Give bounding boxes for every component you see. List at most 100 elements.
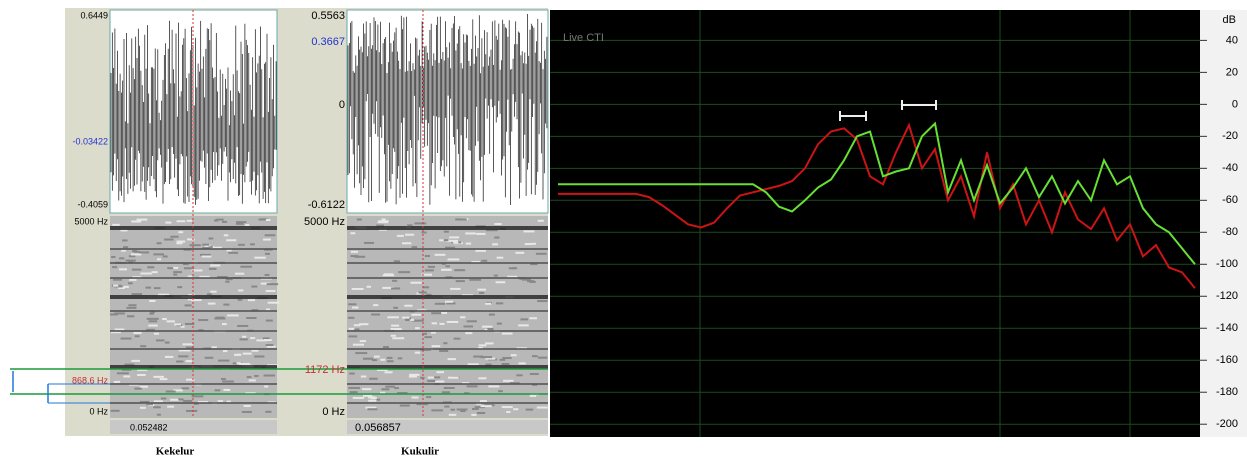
spectrogram-speckle xyxy=(518,362,525,364)
formant-band xyxy=(347,310,548,312)
frequency-label: 5000 Hz xyxy=(304,216,345,228)
spectrogram-speckle xyxy=(415,352,420,354)
spectrogram-speckle xyxy=(209,268,217,270)
spectrogram-speckle xyxy=(428,377,434,379)
spectrogram-speckle xyxy=(537,300,547,302)
spectrogram-speckle xyxy=(349,373,355,375)
spectrogram-speckle xyxy=(114,381,120,383)
spectrogram-speckle xyxy=(422,231,427,233)
spectrogram-speckle xyxy=(153,253,164,255)
spectrogram-speckle xyxy=(259,218,266,220)
time-label: 0.052482 xyxy=(130,422,168,432)
spectrogram-speckle xyxy=(433,376,440,378)
amplitude-label: 0 xyxy=(339,99,345,111)
spectrogram-speckle xyxy=(183,400,192,402)
spectrogram-speckle xyxy=(157,242,162,244)
spectrogram-speckle xyxy=(442,391,450,393)
spectrogram-speckle xyxy=(176,361,183,363)
y-tick-label: -40 xyxy=(1222,162,1238,174)
spectrogram-speckle xyxy=(382,219,386,221)
spectrogram-speckle xyxy=(482,326,492,328)
spectrogram-speckle xyxy=(112,224,119,226)
spectrogram-speckle xyxy=(132,293,142,295)
spectrogram-speckle xyxy=(502,333,513,335)
spectrogram-speckle xyxy=(264,339,272,341)
spectrogram-speckle xyxy=(472,408,479,410)
spectrogram-speckle xyxy=(480,356,492,358)
spectrogram-speckle xyxy=(266,290,276,292)
spectrogram-speckle xyxy=(456,280,465,282)
spectrogram-speckle xyxy=(436,371,444,373)
formant-band xyxy=(347,348,548,350)
spectrogram-speckle xyxy=(360,340,366,342)
amplitude-label: 0.5563 xyxy=(311,10,345,22)
spectrogram-speckle xyxy=(225,281,229,283)
spectrogram-speckle xyxy=(444,239,449,241)
spectrogram-speckle xyxy=(243,353,252,355)
spectrogram-speckle xyxy=(480,400,487,402)
spectrogram-speckle xyxy=(178,355,188,357)
spectrogram-speckle xyxy=(431,409,443,411)
spectrogram-speckle xyxy=(222,381,234,383)
spectrogram-speckle xyxy=(165,342,170,344)
spectrogram-speckle xyxy=(538,220,544,222)
amplitude-label: 0.6449 xyxy=(80,10,108,20)
spectrogram-speckle xyxy=(383,346,389,348)
spectrogram-speckle xyxy=(372,359,377,361)
spectrogram-speckle xyxy=(178,231,183,233)
spectrogram-speckle xyxy=(444,231,449,233)
spectrogram-speckle xyxy=(348,317,354,319)
spectrogram-speckle xyxy=(209,237,214,239)
spectrogram-speckle xyxy=(394,387,399,389)
amplitude-label: -0.03422 xyxy=(72,136,108,146)
spectrogram-speckle xyxy=(215,317,224,319)
spectrogram-speckle xyxy=(247,376,252,378)
spectrogram-speckle xyxy=(222,323,227,325)
spectrogram-speckle xyxy=(537,407,548,409)
spectrogram-speckle xyxy=(133,332,141,334)
formant-band xyxy=(347,295,548,299)
spectrogram-speckle xyxy=(113,285,118,287)
spectrogram-speckle xyxy=(454,338,461,340)
spectrogram-speckle xyxy=(237,362,241,364)
spectrogram-speckle xyxy=(129,279,136,281)
spectrogram-speckle xyxy=(392,280,397,282)
spectrogram-speckle xyxy=(450,288,460,290)
spectrogram-speckle xyxy=(481,260,487,262)
spectrogram-speckle xyxy=(139,251,149,253)
spectrogram-speckle xyxy=(137,219,148,221)
spectrogram-speckle xyxy=(520,318,528,320)
spectrogram-speckle xyxy=(448,377,459,379)
spectrogram-speckle xyxy=(166,391,176,393)
spectrogram-speckle xyxy=(425,269,434,271)
spectrogram-speckle xyxy=(494,275,498,277)
spectrogram-speckle xyxy=(140,386,148,388)
spectrogram-speckle xyxy=(380,359,385,361)
spectrogram-speckle xyxy=(398,357,403,359)
spectrogram-speckle xyxy=(476,233,485,235)
spectrogram-speckle xyxy=(224,234,228,236)
spectrogram-speckle xyxy=(165,356,173,358)
y-tick-label: 0 xyxy=(1232,98,1238,110)
spectrogram-speckle xyxy=(432,322,437,324)
spectrogram-speckle xyxy=(518,324,529,326)
spectrogram-speckle xyxy=(465,332,472,334)
spectrogram-speckle xyxy=(391,325,399,327)
spectrogram-speckle xyxy=(435,381,444,383)
spectrogram-speckle xyxy=(448,358,456,360)
spectrogram-speckle xyxy=(409,374,419,376)
spectrogram-speckle xyxy=(479,344,487,346)
spectrogram-speckle xyxy=(454,269,465,271)
spectrogram-speckle xyxy=(205,357,214,359)
spectrogram-speckle xyxy=(131,360,140,362)
spectrogram-speckle xyxy=(210,264,220,266)
spectrogram-speckle xyxy=(387,357,393,359)
spectrogram-speckle xyxy=(265,274,270,276)
spectrogram-speckle xyxy=(498,390,503,392)
formant-band xyxy=(347,262,548,264)
spectrogram-speckle xyxy=(353,397,364,399)
spectrogram-speckle xyxy=(381,388,389,390)
y-tick-label: -160 xyxy=(1216,354,1238,366)
spectrogram-speckle xyxy=(252,350,259,352)
spectrogram-speckle xyxy=(177,241,186,243)
